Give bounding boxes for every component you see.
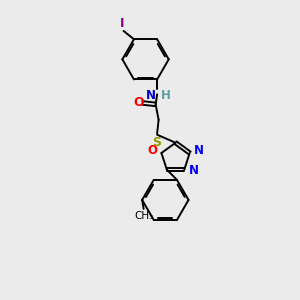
Text: N: N bbox=[146, 89, 156, 102]
Text: O: O bbox=[147, 144, 157, 157]
Text: S: S bbox=[152, 136, 161, 149]
Text: I: I bbox=[120, 17, 124, 30]
Text: O: O bbox=[133, 96, 144, 110]
Text: N: N bbox=[194, 144, 204, 157]
Text: N: N bbox=[189, 164, 199, 177]
Text: CH₃: CH₃ bbox=[134, 211, 153, 221]
Text: H: H bbox=[161, 89, 171, 102]
